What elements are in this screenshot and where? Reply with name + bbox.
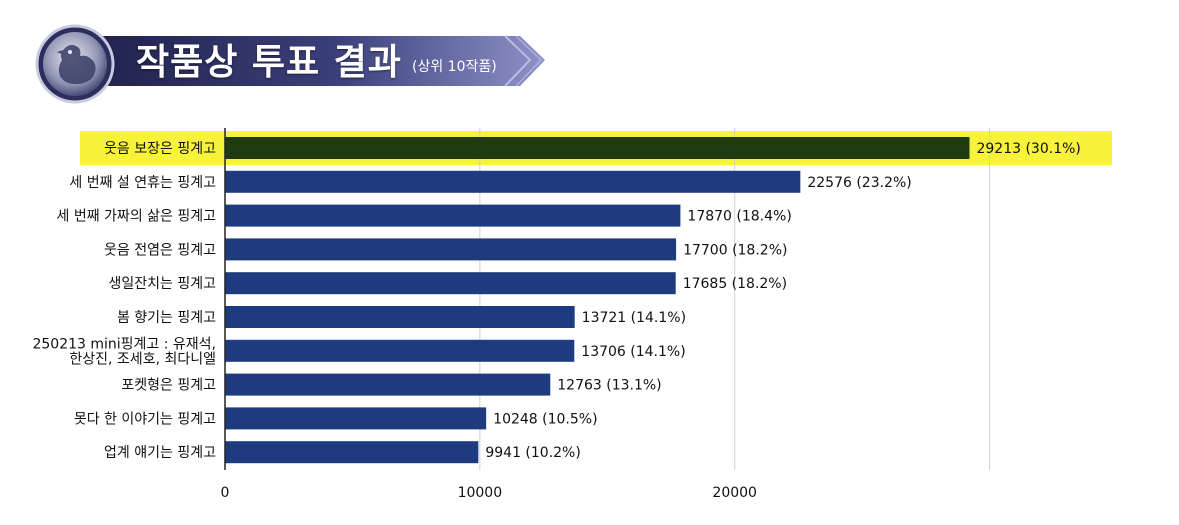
x-tick-label: 0 — [221, 485, 230, 501]
category-label: 250213 mini핑계고 : 유재석, 한상진, 조세호, 최다니엘 — [32, 336, 216, 367]
value-label: 9941 (10.2%) — [485, 445, 580, 461]
value-label: 10248 (10.5%) — [493, 411, 597, 427]
category-label: 포켓형은 핑계고 — [121, 378, 216, 394]
page-subtitle: (상위 10작품) — [412, 59, 497, 75]
bar — [225, 204, 681, 227]
category-label: 웃음 보장은 핑계고 — [104, 141, 216, 157]
value-label: 13706 (14.1%) — [581, 344, 685, 360]
x-tick-label: 10000 — [458, 485, 503, 501]
bar — [225, 238, 677, 261]
value-label: 29213 (30.1%) — [976, 141, 1080, 157]
value-label: 17700 (18.2%) — [683, 242, 787, 258]
bar — [225, 170, 801, 193]
title-banner — [35, 24, 545, 104]
category-label: 봄 향기는 핑계고 — [117, 310, 216, 326]
category-label: 세 번째 가짜의 삶은 핑계고 — [57, 209, 217, 225]
category-label: 세 번째 설 연휴는 핑계고 — [69, 175, 216, 191]
bar — [225, 137, 970, 159]
bar — [225, 441, 479, 464]
value-label: 22576 (23.2%) — [807, 175, 911, 191]
category-label: 웃음 전염은 핑계고 — [104, 242, 216, 258]
banner-ribbon — [78, 36, 545, 86]
rooster-icon — [57, 44, 96, 84]
bar — [225, 373, 551, 396]
value-label: 17685 (18.2%) — [683, 276, 787, 292]
page-title: 작품상 투표 결과 — [136, 42, 402, 83]
value-label: 13721 (14.1%) — [582, 310, 686, 326]
bar — [225, 272, 676, 295]
category-label: 업계 얘기는 핑계고 — [104, 445, 216, 461]
bar — [225, 306, 575, 328]
category-label: 생일잔치는 핑계고 — [109, 276, 217, 292]
value-label: 17870 (18.4%) — [687, 209, 791, 225]
category-label: 못다 한 이야기는 핑계고 — [74, 411, 216, 427]
x-tick-label: 20000 — [712, 485, 757, 501]
bar — [225, 407, 487, 430]
value-label: 12763 (13.1%) — [557, 378, 661, 394]
bar — [225, 339, 575, 362]
